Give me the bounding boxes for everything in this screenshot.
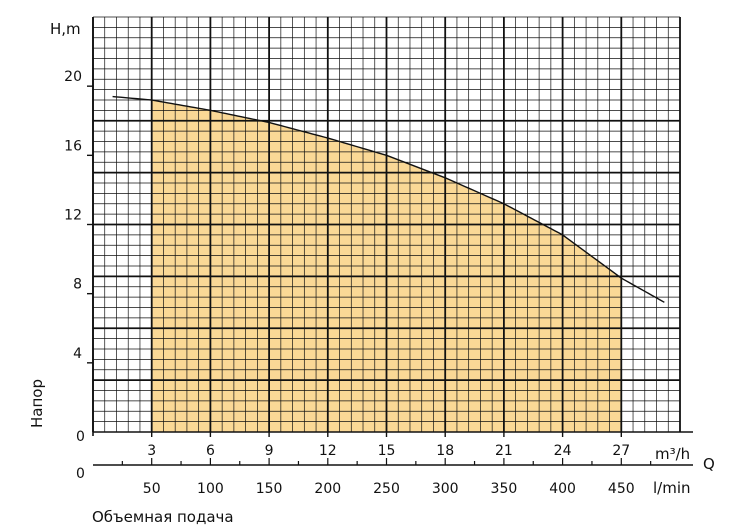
y-unit-label: H,m — [50, 20, 81, 38]
y-tick-label: 8 — [73, 277, 82, 293]
x-zero-secondary: 0 — [76, 466, 85, 482]
q-label: Q — [703, 455, 715, 473]
y-axis-label: Напор — [28, 379, 46, 428]
x-axis-label: Объемная подача — [92, 508, 234, 526]
x-tick-label-primary: 12 — [319, 443, 337, 459]
x-unit-secondary: l/min — [653, 479, 691, 497]
y-tick-label: 16 — [64, 138, 82, 154]
x-tick-label-secondary: 250 — [373, 481, 400, 497]
x-tick-label-primary: 9 — [265, 443, 274, 459]
chart-labels: H,m Напор Объемная подача Q m³/h l/min 0… — [28, 20, 715, 526]
x-tick-label-primary: 21 — [495, 443, 513, 459]
x-tick-label-secondary: 450 — [608, 481, 635, 497]
x-unit-primary: m³/h — [655, 445, 690, 463]
y-tick-label: 20 — [64, 69, 82, 85]
x-tick-label-secondary: 350 — [491, 481, 518, 497]
x-tick-label-primary: 15 — [378, 443, 396, 459]
x-tick-label-secondary: 150 — [256, 481, 283, 497]
chart-grid — [92, 16, 681, 433]
x-tick-label-secondary: 100 — [197, 481, 224, 497]
x-tick-label-primary: 6 — [206, 443, 215, 459]
x-tick-label-primary: 18 — [436, 443, 454, 459]
x-tick-label-primary: 27 — [612, 443, 630, 459]
pump-curve — [112, 95, 665, 303]
x-tick-label-secondary: 300 — [432, 481, 459, 497]
x-zero-primary: 0 — [76, 429, 85, 445]
x-tick-label-secondary: 200 — [314, 481, 341, 497]
x-tick-label-secondary: 50 — [143, 481, 161, 497]
curve-layer — [112, 95, 665, 303]
y-tick-label: 12 — [64, 208, 82, 224]
y-tick-label: 4 — [73, 346, 82, 362]
x-tick-label-secondary: 400 — [549, 481, 576, 497]
chart-axes — [87, 17, 693, 466]
x-tick-label-primary: 24 — [554, 443, 572, 459]
x-tick-label-primary: 3 — [147, 443, 156, 459]
